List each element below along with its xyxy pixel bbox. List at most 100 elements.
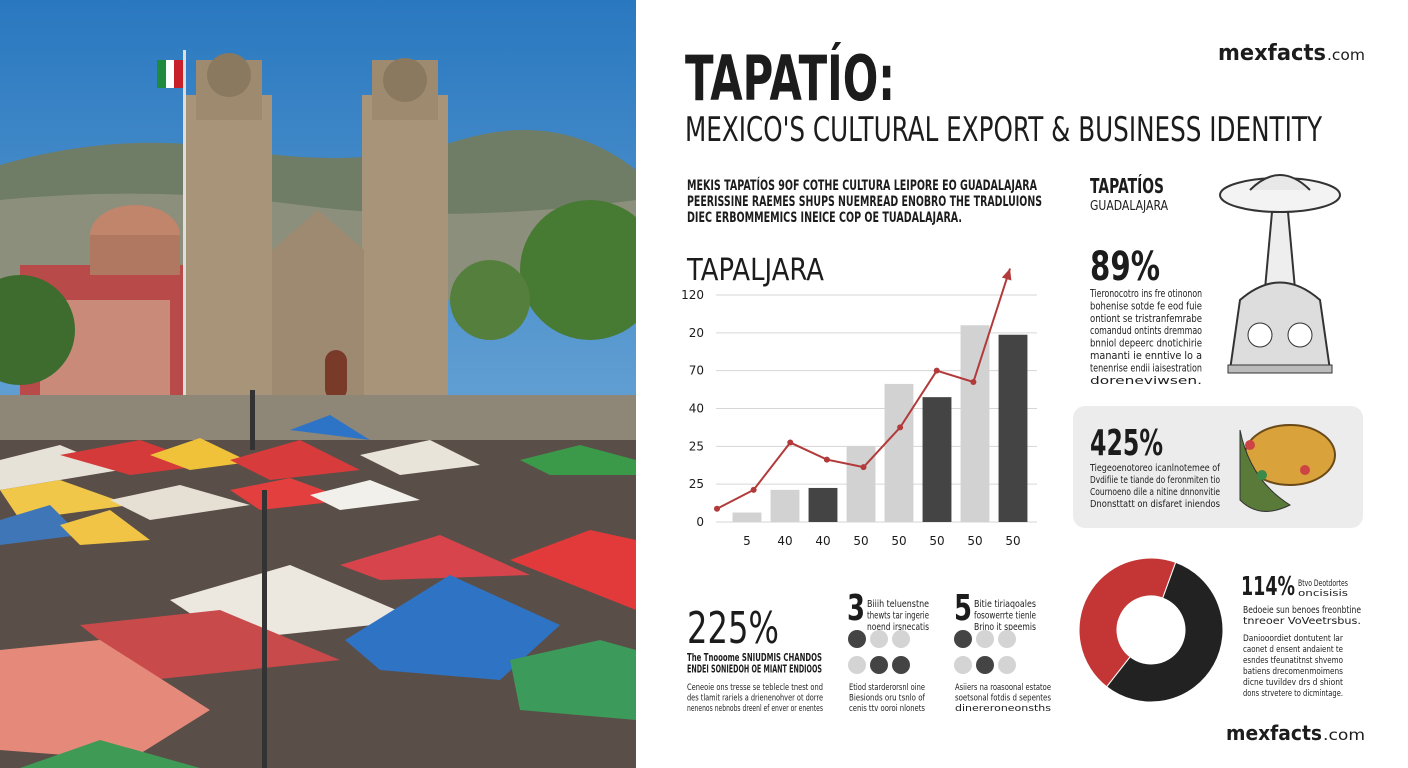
donut-text: Daniooordiet dontutent lar: [1243, 634, 1343, 644]
stat-a-text: nenenos nebnobs dreenl ef enver or enent…: [687, 704, 823, 714]
dot: [998, 630, 1016, 648]
side-text: ontiont se tristranfemrabe: [1090, 313, 1202, 325]
dot: [848, 630, 866, 648]
stat-c-lead: fosowerrte tienle: [974, 611, 1036, 622]
donut-note: oncisisis: [1298, 589, 1348, 599]
stat-b-lead: thewts tar ingerie: [867, 611, 929, 622]
stat-c-text: Asiiers na roasoonal estatoe: [955, 683, 1051, 693]
side-heading: TAPATÍOS: [1090, 174, 1164, 198]
x-tick-label: 50: [891, 534, 906, 548]
trend-point: [933, 367, 940, 374]
donut-lead: tnreoer VoVeetrsbus.: [1243, 616, 1361, 627]
bar: [922, 397, 952, 522]
side-subheading: GUADALAJARA: [1090, 199, 1168, 214]
footer-brand-suffix: .com: [1323, 726, 1365, 744]
dot: [976, 656, 994, 674]
side-text: tenenrise endii iaisestration: [1090, 362, 1202, 374]
trend-point: [897, 424, 904, 431]
box-text: Tiegeoenotoreo icanlnotemee of: [1089, 463, 1220, 474]
donut-note: Btvo Deotdortes: [1298, 579, 1348, 589]
y-tick-label: 0: [696, 515, 704, 529]
stat-a-text: des tlamit rariels a drienenohver ot dor…: [687, 694, 823, 704]
box-text: Cournoeno dile a nitine dnnonvitie: [1090, 487, 1220, 498]
stat-b-text: cenis ttv ooroi nlonets: [849, 704, 925, 714]
chart-title: TAPALJARA: [686, 253, 824, 288]
donut-text: dicne tuvildev drs d shiont: [1243, 678, 1343, 688]
stat-b: 3: [847, 588, 865, 629]
y-tick-label: 25: [689, 439, 704, 453]
trend-point: [787, 439, 794, 446]
y-tick-label: 120: [681, 288, 704, 302]
bar: [770, 489, 800, 522]
donut-text: caonet d ensent andaient te: [1243, 645, 1343, 655]
donut-text: dons strvetere to dicmintage.: [1243, 689, 1343, 699]
eagle-illustration: [1239, 424, 1336, 512]
x-tick-label: 50: [853, 534, 868, 548]
stat-b-text: Biesionds oru tsnlo of: [849, 694, 926, 704]
donut-segment: [1078, 557, 1177, 688]
donut-segment: [1105, 561, 1224, 703]
dot: [848, 656, 866, 674]
stat-c-lead: Bitie tiriaqoales: [974, 599, 1036, 610]
donut-text: batiens drecomenmoimens: [1243, 667, 1343, 677]
side-text: Tieronocotro ins fre otinonon: [1089, 288, 1202, 300]
dot: [954, 630, 972, 648]
side-text: bohenise sotde fe eod fuie: [1090, 300, 1202, 312]
donut-lead: Bedoeie sun benoes freonbtine: [1243, 605, 1361, 616]
box-text: Dvdifiie te tiande do feronmiten tio: [1090, 475, 1220, 486]
brand-suffix: .com: [1327, 46, 1365, 64]
stat-a-text: Ceneoie ons tresse se teblecle tnest ond: [687, 683, 823, 693]
dot: [870, 656, 888, 674]
y-tick-label: 20: [689, 326, 704, 340]
x-tick-label: 50: [929, 534, 944, 548]
trend-point: [970, 379, 977, 386]
stat-b-lead: noend irsnecatis: [867, 622, 929, 633]
plaza-photo: [0, 0, 636, 768]
y-tick-label: 40: [689, 402, 704, 416]
trend-arrow: [1001, 268, 1012, 281]
bar: [998, 334, 1028, 522]
intro-line: MEKIS TAPATÍOS 9OF COTHE CULTURA LEIPORE…: [687, 177, 1037, 194]
x-tick-label: 50: [1005, 534, 1020, 548]
stat-a-lead: The Tnooome SNIUDMIS CHANDOS: [687, 652, 822, 664]
side-text: comandud ontints dremmao: [1090, 325, 1202, 337]
y-tick-label: 25: [689, 477, 704, 491]
ornament-illustration: [1219, 174, 1341, 374]
bar: [808, 487, 838, 522]
bar: [732, 512, 762, 522]
side-text: mananti ie enntive lo a: [1090, 350, 1202, 362]
x-tick-label: 5: [743, 534, 751, 548]
stat-c-lead: Brino it speemis: [974, 622, 1036, 633]
dot: [892, 656, 910, 674]
footer-brand: mexfacts: [1226, 721, 1322, 745]
dot: [870, 630, 888, 648]
trend-point: [860, 464, 867, 471]
box-text: Dnonsttatt on disfaret iniendos: [1090, 499, 1220, 510]
stat-c-text: dinereroneonsths: [955, 704, 1051, 714]
side-stat: 89%: [1090, 244, 1160, 290]
stat-a-lead: ENDEI SONIEDOH OE MIANT ENDIOOS: [687, 664, 822, 676]
stat-c: 5: [954, 588, 972, 629]
stat-b-text: Etiod starderorsnl oine: [849, 683, 925, 693]
box-stat: 425%: [1090, 423, 1163, 464]
dot: [892, 630, 910, 648]
trend-point: [750, 486, 757, 493]
stat-c-text: soetsonal fotdis d sepentes: [955, 694, 1051, 704]
intro-line: PEERISSINE RAEMES SHUPS NUEMREAD ENOBRO …: [687, 194, 1042, 210]
x-tick-label: 40: [777, 534, 792, 548]
side-text: bnniol depeerc dnotichirie: [1090, 338, 1202, 350]
donut-text: esndes tfeunatitnst shvemo: [1243, 656, 1343, 666]
bar: [884, 383, 914, 522]
bar: [960, 325, 990, 522]
dot: [998, 656, 1016, 674]
stat-b-lead: Biiih teluenstne: [867, 599, 929, 610]
intro-line: DIEC ERBOMMEMICS INEICE COP OE TUADALAJA…: [687, 210, 962, 226]
side-text: doreneviwsen.: [1090, 375, 1202, 387]
trend-point: [714, 505, 720, 512]
trend-point: [823, 456, 830, 463]
y-tick-label: 70: [689, 364, 704, 378]
stat-a: 225%: [687, 603, 779, 654]
dot: [976, 630, 994, 648]
